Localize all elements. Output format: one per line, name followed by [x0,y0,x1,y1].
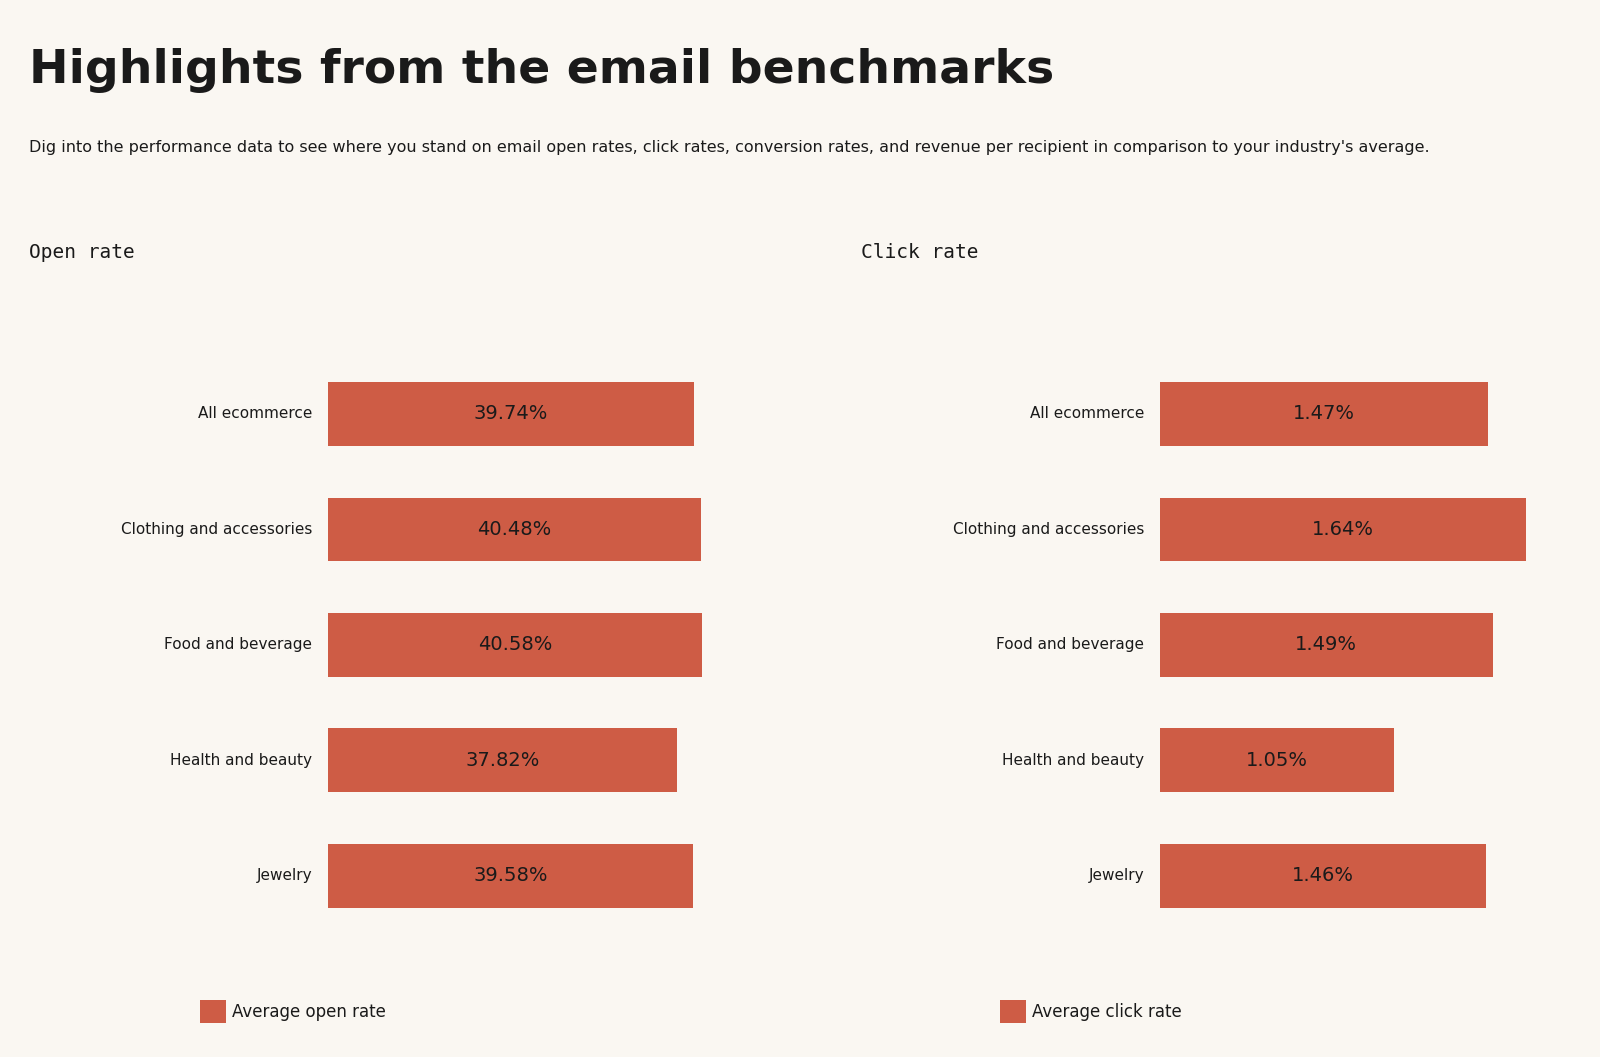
Text: 39.74%: 39.74% [474,404,549,423]
Text: Jewelry: Jewelry [256,868,312,884]
Text: 1.49%: 1.49% [1296,635,1357,654]
Bar [328,498,701,561]
Bar [328,613,702,676]
Text: 40.48%: 40.48% [477,520,552,539]
Text: Clothing and accessories: Clothing and accessories [120,522,312,537]
Text: 1.05%: 1.05% [1246,750,1309,769]
Bar [328,843,693,908]
Text: 37.82%: 37.82% [466,750,539,769]
Bar [328,728,677,792]
Text: Average click rate: Average click rate [1032,1002,1182,1021]
Text: Food and beverage: Food and beverage [995,637,1144,652]
Text: Average open rate: Average open rate [232,1002,386,1021]
Text: Open rate: Open rate [29,243,134,262]
Text: Click rate: Click rate [861,243,978,262]
Bar [1160,843,1486,908]
Bar [1160,498,1526,561]
Bar [1160,613,1493,676]
Text: 39.58%: 39.58% [474,867,547,886]
Text: 1.47%: 1.47% [1293,404,1355,423]
Bar [1160,382,1488,446]
Text: Highlights from the email benchmarks: Highlights from the email benchmarks [29,48,1054,93]
Text: Jewelry: Jewelry [1088,868,1144,884]
Text: 40.58%: 40.58% [478,635,552,654]
Text: Health and beauty: Health and beauty [1002,753,1144,767]
Text: Clothing and accessories: Clothing and accessories [952,522,1144,537]
Text: Food and beverage: Food and beverage [163,637,312,652]
Text: 1.64%: 1.64% [1312,520,1374,539]
Bar [1160,728,1394,792]
Text: All ecommerce: All ecommerce [1030,406,1144,422]
Bar [328,382,694,446]
Text: 1.46%: 1.46% [1291,867,1354,886]
Text: All ecommerce: All ecommerce [198,406,312,422]
Text: Health and beauty: Health and beauty [170,753,312,767]
Text: Dig into the performance data to see where you stand on email open rates, click : Dig into the performance data to see whe… [29,140,1429,154]
